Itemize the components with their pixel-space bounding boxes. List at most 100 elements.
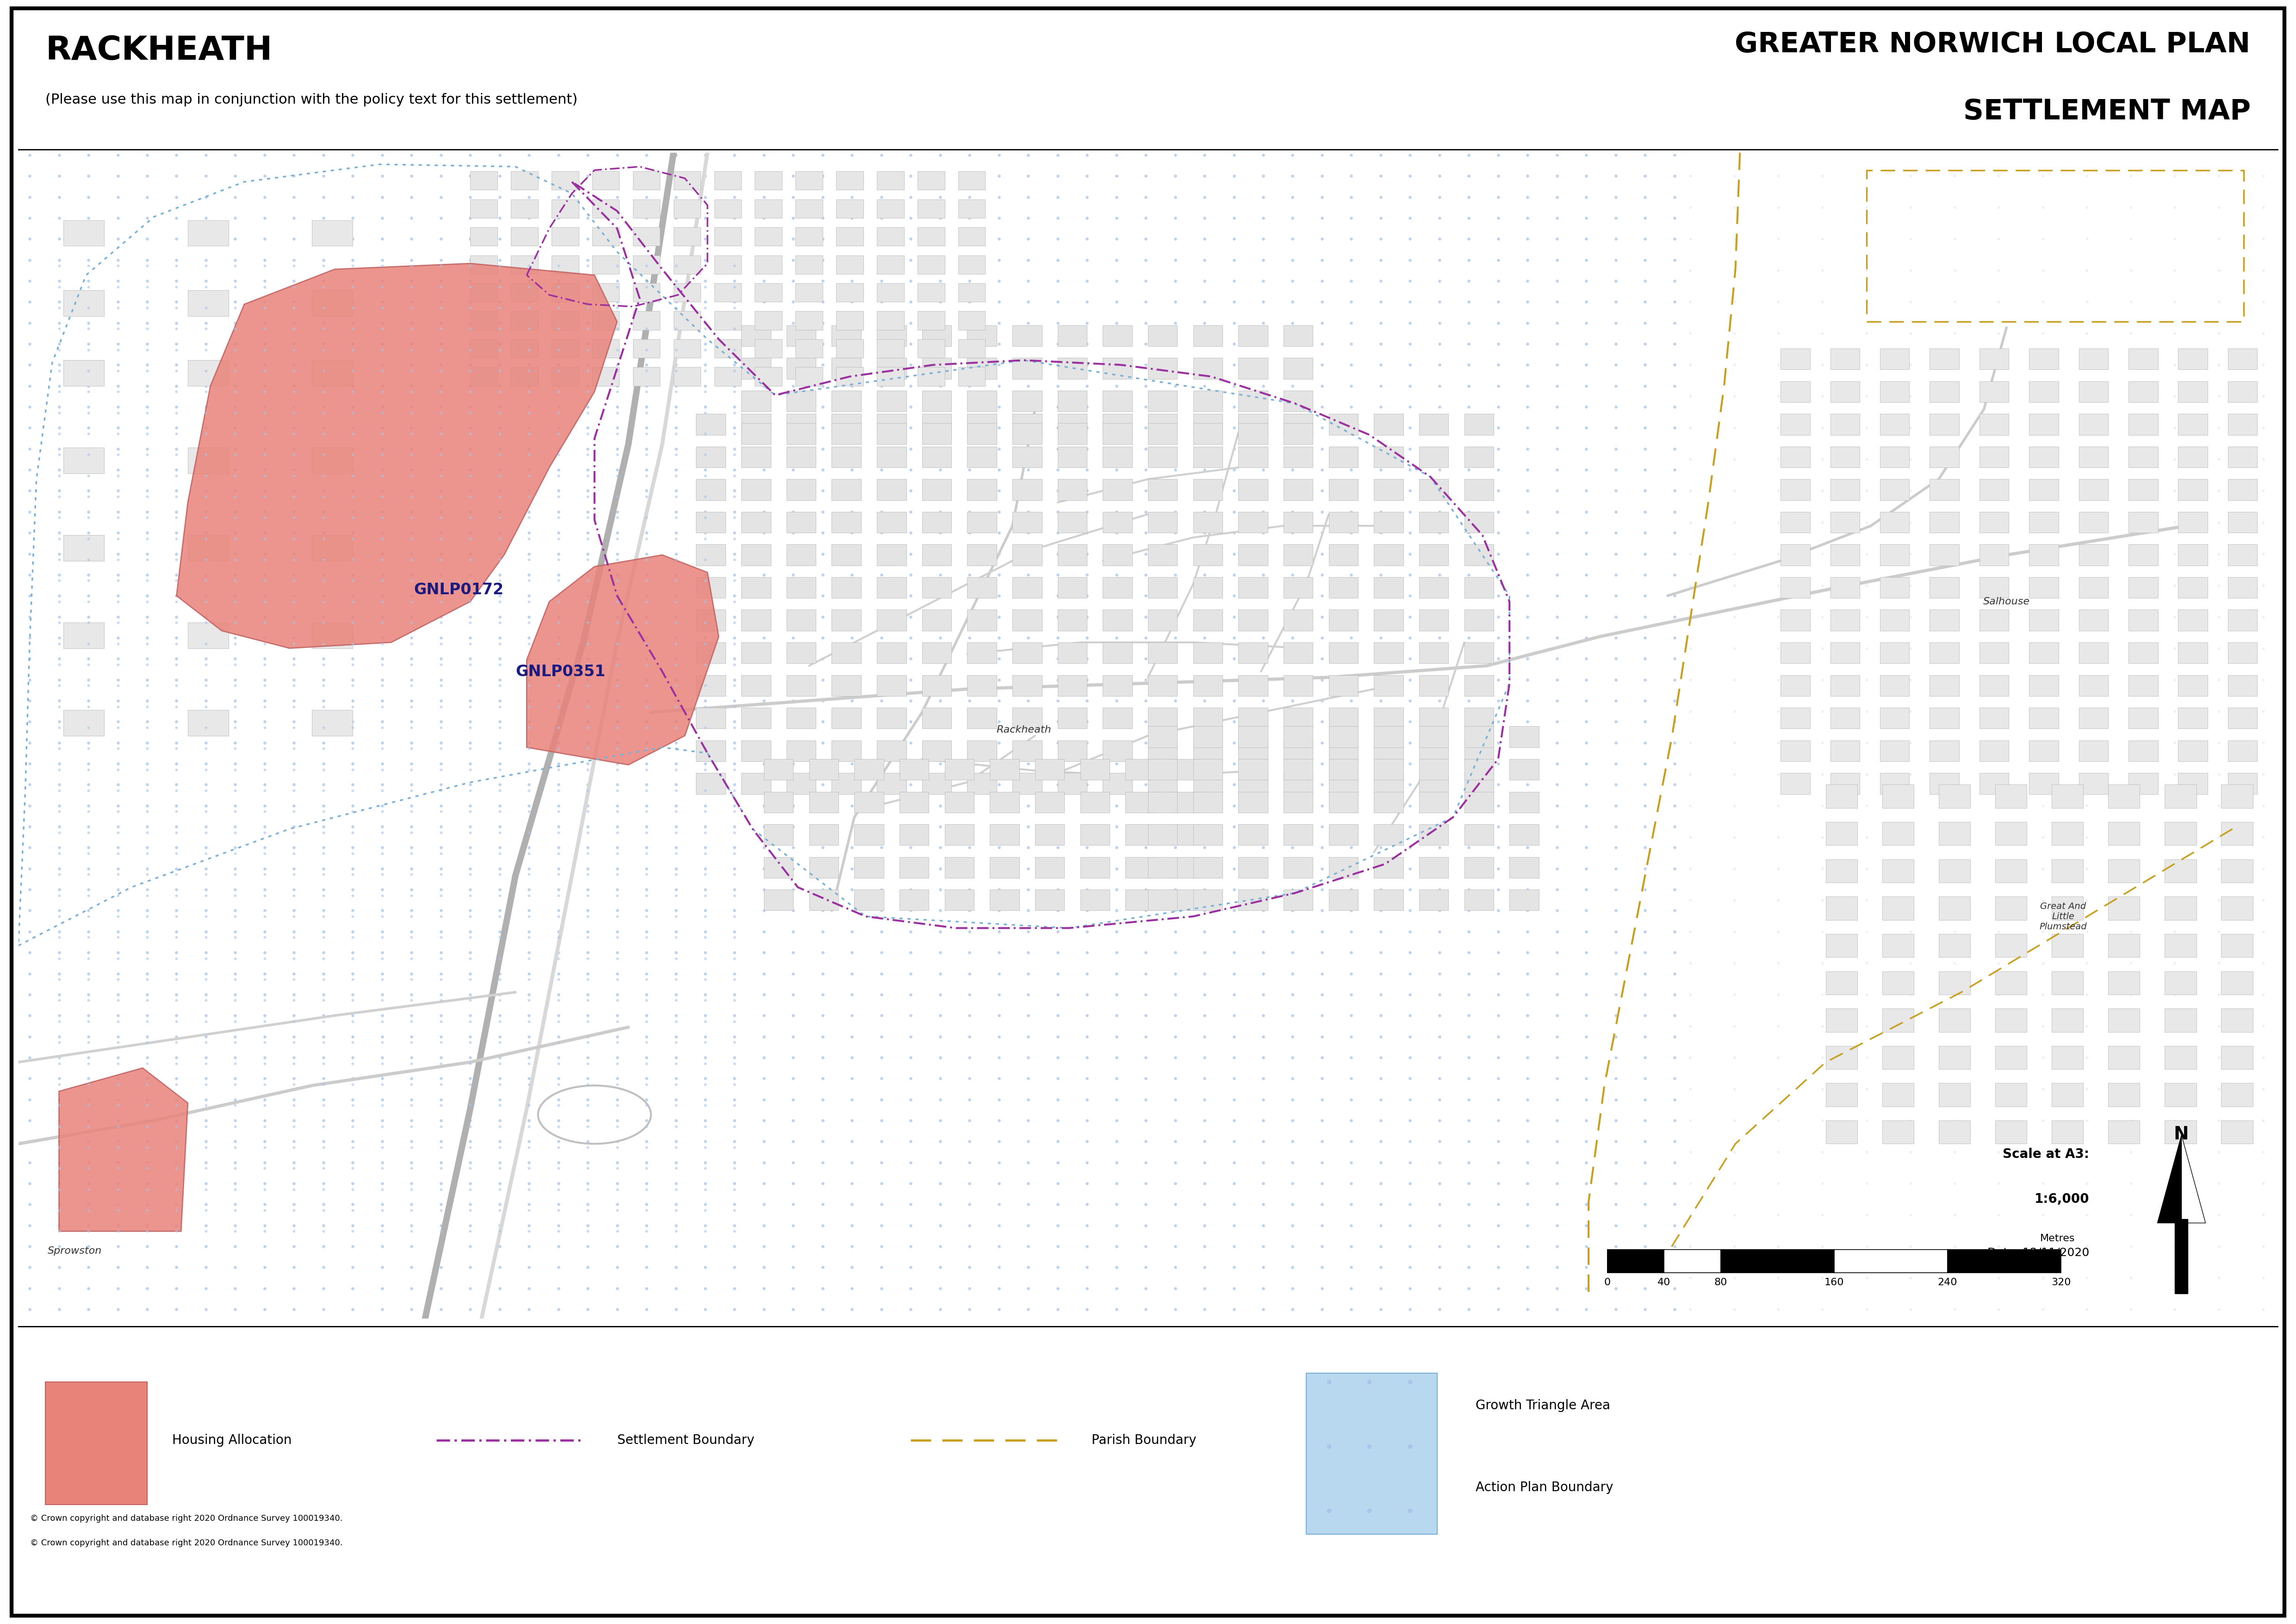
Bar [788, 325, 815, 346]
Point [276, 877, 312, 903]
Point [216, 1176, 253, 1202]
Bar [634, 339, 659, 357]
Point [1068, 1296, 1104, 1322]
Point [1362, 1129, 1398, 1155]
Point [2025, 981, 2062, 1007]
Point [422, 882, 459, 908]
Point [1568, 268, 1605, 294]
Point [393, 526, 429, 552]
Point [158, 861, 195, 887]
Point [569, 793, 606, 818]
Point [246, 960, 282, 986]
Point [510, 583, 546, 609]
Point [921, 268, 957, 294]
Point [393, 268, 429, 294]
Point [158, 757, 195, 783]
Point [1655, 1129, 1692, 1155]
Point [687, 442, 723, 468]
Bar [1929, 447, 1958, 468]
Point [687, 757, 723, 783]
Point [2156, 793, 2193, 818]
Point [99, 435, 135, 461]
Point [776, 477, 813, 503]
Point [393, 568, 429, 594]
Point [276, 1044, 312, 1070]
Point [41, 778, 78, 804]
Point [629, 841, 666, 867]
Point [2126, 184, 2163, 209]
Point [71, 1129, 108, 1155]
Point [158, 463, 195, 489]
Point [1421, 1296, 1458, 1322]
Point [1127, 331, 1164, 357]
Bar [1238, 643, 1267, 663]
Point [1334, 435, 1371, 461]
Point [1010, 499, 1047, 525]
Point [1655, 814, 1692, 840]
Point [1215, 960, 1251, 986]
Point [629, 247, 666, 273]
Point [1832, 520, 1869, 546]
Point [188, 547, 225, 573]
Bar [877, 255, 905, 274]
Point [363, 1002, 400, 1028]
Bar [2165, 1083, 2197, 1106]
Point [158, 477, 195, 503]
Point [1598, 541, 1635, 567]
Point [1097, 771, 1134, 797]
Point [1626, 374, 1662, 400]
Point [1568, 1150, 1605, 1176]
Point [893, 1254, 930, 1280]
Point [1568, 456, 1605, 482]
Point [1127, 708, 1164, 734]
Point [863, 414, 900, 440]
Point [393, 274, 429, 300]
Point [2245, 258, 2282, 284]
Point [1805, 477, 1841, 503]
Point [716, 793, 753, 818]
Point [1010, 1192, 1047, 1218]
Point [1832, 499, 1869, 525]
Point [1010, 960, 1047, 986]
Point [804, 1129, 840, 1155]
Point [422, 1072, 459, 1098]
Point [276, 841, 312, 867]
Point [1979, 981, 2016, 1007]
Point [2025, 635, 2062, 661]
Point [41, 547, 78, 573]
Point [1979, 162, 2016, 188]
Point [1805, 981, 1841, 1007]
Point [393, 672, 429, 698]
Point [1745, 1254, 1782, 1280]
Point [1157, 1002, 1194, 1028]
Point [2025, 320, 2062, 346]
Point [305, 960, 342, 986]
Point [599, 687, 636, 713]
Point [2039, 793, 2076, 818]
Point [2186, 520, 2223, 546]
Bar [714, 200, 742, 218]
Point [2039, 541, 2076, 567]
Point [2213, 1108, 2250, 1134]
Bar [1465, 890, 1495, 911]
Point [2156, 1044, 2193, 1070]
Point [216, 835, 253, 861]
Bar [1283, 825, 1313, 844]
Point [951, 1108, 987, 1134]
Point [1215, 1002, 1251, 1028]
Point [893, 162, 930, 188]
Point [1187, 793, 1224, 818]
Point [452, 708, 489, 734]
Point [1862, 477, 1899, 503]
Point [716, 1108, 753, 1134]
Point [629, 882, 666, 908]
Point [452, 693, 489, 719]
Point [422, 588, 459, 614]
Point [1745, 771, 1782, 797]
Point [1187, 771, 1224, 797]
Point [452, 520, 489, 546]
Point [716, 588, 753, 614]
Point [540, 1086, 576, 1112]
Point [452, 456, 489, 482]
Point [1244, 141, 1281, 167]
